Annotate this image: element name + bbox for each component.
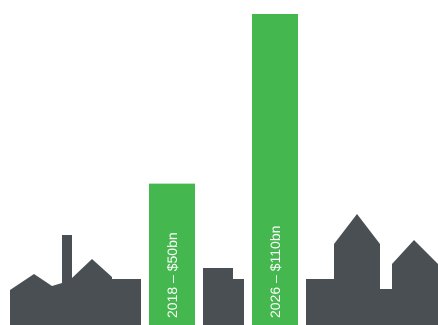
bar-label-2018: 2018 – $50bn — [164, 232, 180, 318]
building-left-factory — [10, 235, 141, 325]
building-right-house — [306, 214, 438, 325]
bar-2018 — [149, 183, 195, 325]
bar-2026 — [252, 14, 298, 325]
building-middle-low — [203, 268, 244, 325]
bar-group: 2018 – $50bn 2026 – $110bn — [149, 14, 298, 325]
bar-label-2026: 2026 – $110bn — [267, 226, 283, 318]
city-skyline-illustration — [10, 214, 438, 325]
